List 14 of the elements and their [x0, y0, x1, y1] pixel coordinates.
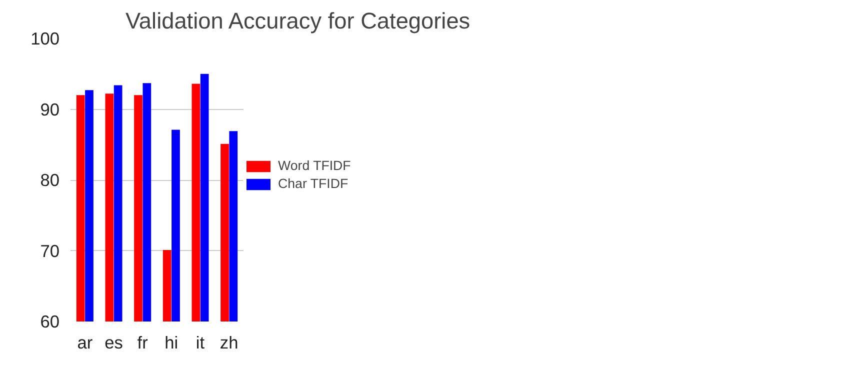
y-tick-label: 90: [40, 99, 60, 120]
legend-label: Char TFIDF: [278, 176, 348, 191]
x-tick-label: ar: [77, 332, 93, 352]
x-tick-label: zh: [220, 332, 238, 352]
x-tick-label: fr: [137, 332, 148, 352]
y-tick-label: 60: [40, 312, 60, 332]
x-tick-label: hi: [164, 332, 178, 352]
y-tick-label: 80: [40, 170, 60, 190]
x-tick-label: es: [104, 332, 124, 352]
y-tick-label: 100: [30, 28, 60, 48]
y-tick-label: 70: [40, 240, 60, 261]
legend-label: Word TFIDF: [278, 158, 351, 173]
x-tick-label: it: [196, 332, 205, 352]
text: Validation Accuracy for Categories: [126, 8, 470, 34]
